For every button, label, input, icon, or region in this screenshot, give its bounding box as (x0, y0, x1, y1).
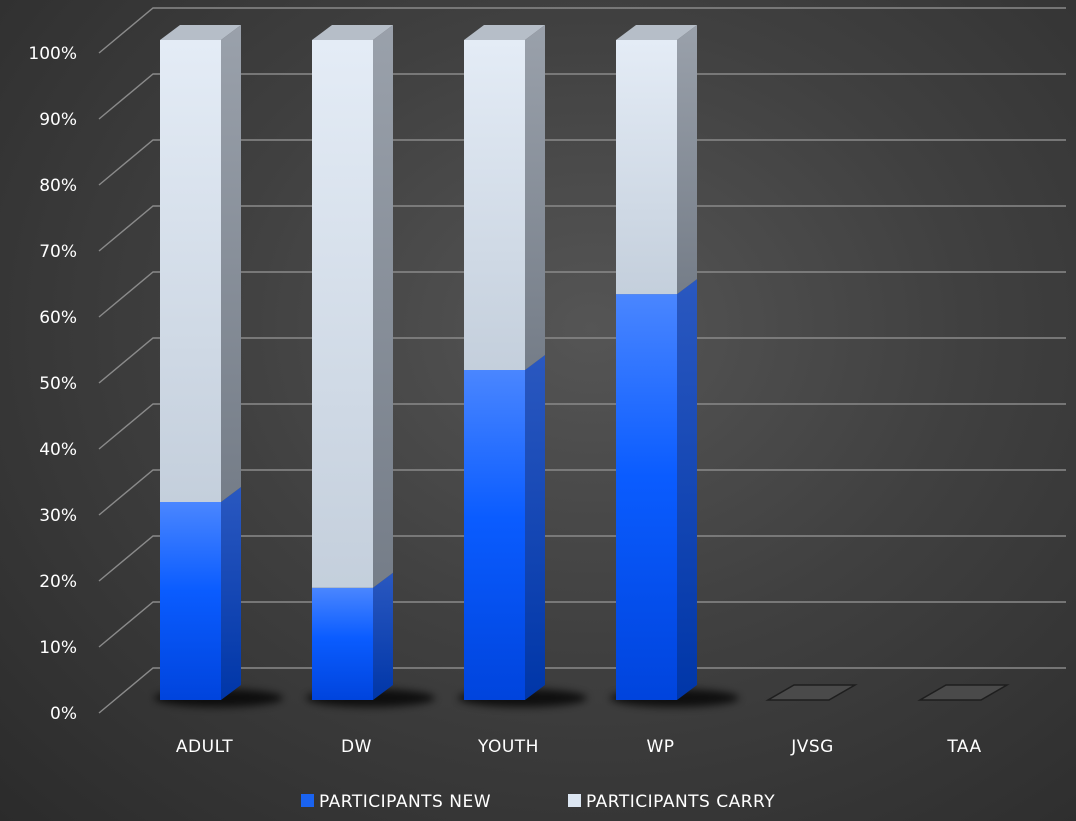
gridline (98, 271, 1066, 318)
bar-segment-adult-carry (160, 25, 241, 502)
y-tick-label: 80% (39, 176, 77, 196)
y-tick-label: 40% (39, 440, 77, 460)
bar-segment-wp-new (616, 279, 697, 700)
gridline (98, 667, 1066, 714)
gridline (98, 535, 1066, 582)
legend-item-participants-new: PARTICIPANTS NEW (301, 792, 491, 812)
x-category-label: WP (646, 737, 674, 757)
y-tick-label: 100% (28, 44, 77, 64)
legend-label: PARTICIPANTS NEW (319, 792, 491, 812)
gridline (98, 73, 1066, 120)
x-category-label: DW (341, 737, 372, 757)
y-tick-label: 90% (39, 110, 77, 130)
bar-segment-youth-carry (464, 25, 545, 370)
y-tick-label: 70% (39, 242, 77, 262)
legend-item-participants-carry: PARTICIPANTS CARRY (568, 792, 775, 812)
gridline (98, 7, 1066, 54)
gridline (98, 601, 1066, 648)
y-tick-label: 30% (39, 506, 77, 526)
gridline (98, 403, 1066, 450)
y-tick-label: 50% (39, 374, 77, 394)
y-tick-label: 20% (39, 572, 77, 592)
bar-empty-taa (917, 684, 1010, 701)
x-category-label: TAA (946, 737, 981, 757)
bar-segment-adult-new (160, 487, 241, 700)
x-category-label: ADULT (176, 737, 233, 757)
y-tick-label: 60% (39, 308, 77, 328)
bar-empty-jvsg (765, 684, 858, 701)
bar-segment-dw-new (312, 572, 393, 700)
x-category-label: JVSG (790, 737, 834, 757)
legend-swatch (301, 794, 314, 807)
legend-label: PARTICIPANTS CARRY (586, 792, 775, 812)
bar-segment-wp-carry (616, 25, 697, 295)
bar-segment-dw-carry (312, 25, 393, 588)
y-tick-label: 0% (50, 704, 77, 724)
gridline (98, 139, 1066, 186)
x-category-label: YOUTH (477, 737, 539, 757)
gridline (98, 205, 1066, 252)
bar-segment-youth-new (464, 355, 545, 700)
y-tick-label: 10% (39, 638, 77, 658)
gridline (98, 469, 1066, 516)
legend-swatch (568, 794, 581, 807)
gridline (98, 337, 1066, 384)
